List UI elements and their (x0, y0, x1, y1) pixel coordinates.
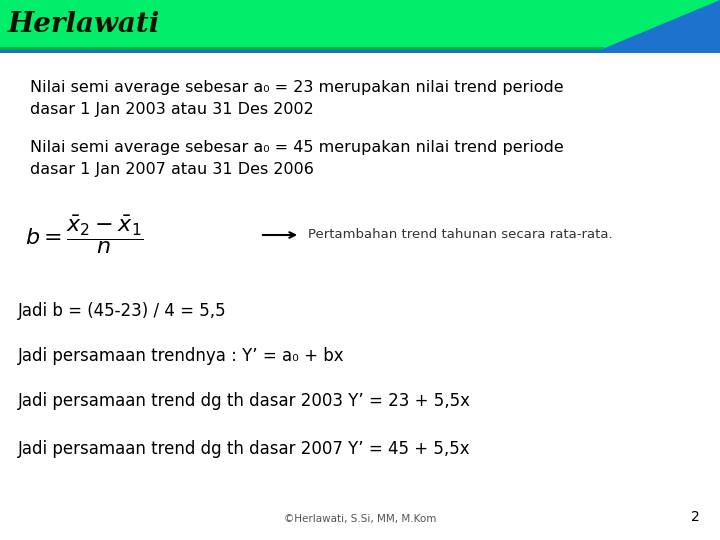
Text: Nilai semi average sebesar a₀ = 45 merupakan nilai trend periode: Nilai semi average sebesar a₀ = 45 merup… (30, 140, 564, 155)
Text: dasar 1 Jan 2003 atau 31 Des 2002: dasar 1 Jan 2003 atau 31 Des 2002 (30, 102, 314, 117)
Polygon shape (0, 0, 720, 50)
Text: Herlawati: Herlawati (8, 11, 161, 38)
Text: $b = \dfrac{\bar{x}_2 - \bar{x}_1}{n}$: $b = \dfrac{\bar{x}_2 - \bar{x}_1}{n}$ (25, 213, 143, 256)
Text: Pertambahan trend tahunan secara rata-rata.: Pertambahan trend tahunan secara rata-ra… (308, 228, 613, 241)
Text: dasar 1 Jan 2007 atau 31 Des 2006: dasar 1 Jan 2007 atau 31 Des 2006 (30, 162, 314, 177)
Text: Jadi persamaan trend dg th dasar 2007 Y’ = 45 + 5,5x: Jadi persamaan trend dg th dasar 2007 Y’… (18, 440, 471, 458)
Polygon shape (0, 0, 720, 50)
Polygon shape (0, 50, 720, 53)
Text: 2: 2 (691, 510, 700, 524)
Text: Jadi persamaan trendnya : Y’ = a₀ + bx: Jadi persamaan trendnya : Y’ = a₀ + bx (18, 347, 345, 365)
Text: Nilai semi average sebesar a₀ = 23 merupakan nilai trend periode: Nilai semi average sebesar a₀ = 23 merup… (30, 80, 564, 95)
Polygon shape (0, 47, 605, 50)
Text: ©Herlawati, S.Si, MM, M.Kom: ©Herlawati, S.Si, MM, M.Kom (284, 514, 436, 524)
Text: Jadi b = (45-23) / 4 = 5,5: Jadi b = (45-23) / 4 = 5,5 (18, 302, 227, 320)
Text: Jadi persamaan trend dg th dasar 2003 Y’ = 23 + 5,5x: Jadi persamaan trend dg th dasar 2003 Y’… (18, 392, 471, 410)
